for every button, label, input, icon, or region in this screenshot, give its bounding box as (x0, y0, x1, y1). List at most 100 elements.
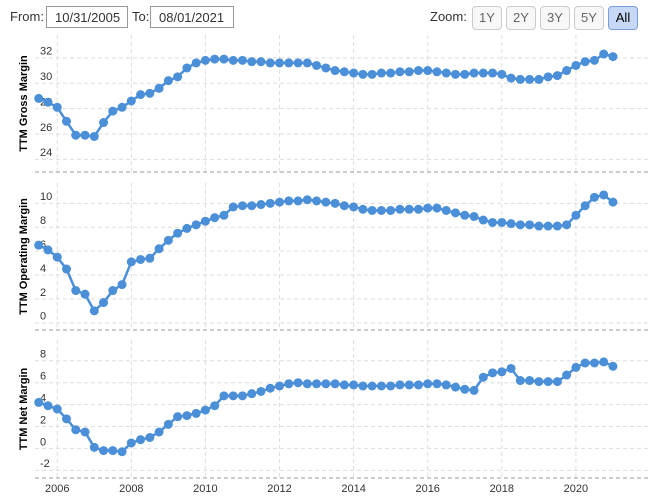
data-point (432, 67, 442, 77)
data-point (478, 215, 488, 225)
data-point (608, 197, 618, 207)
data-point (52, 404, 62, 414)
data-point (293, 196, 303, 206)
data-point (163, 76, 173, 86)
data-point (525, 376, 535, 386)
data-point (256, 200, 266, 210)
zoom-button[interactable]: 1Y (472, 6, 502, 30)
zoom-button[interactable]: 2Y (506, 6, 536, 30)
data-point (237, 55, 247, 65)
zoom-button[interactable]: 5Y (574, 6, 604, 30)
data-point (386, 68, 396, 78)
data-point (488, 217, 498, 227)
data-point (460, 210, 470, 220)
data-point (515, 74, 525, 84)
y-axis-title: TTM Net Margin (18, 367, 30, 450)
data-point (80, 289, 90, 299)
data-point (599, 190, 609, 200)
data-point (237, 201, 247, 211)
data-point (367, 69, 377, 79)
data-point (71, 286, 81, 296)
data-point (302, 379, 312, 389)
data-point (497, 367, 507, 377)
to-input[interactable]: 08/01/2021 (150, 6, 234, 28)
data-point (89, 442, 99, 452)
data-point (136, 435, 146, 445)
data-point (423, 203, 433, 213)
y-axis-title: TTM Operating Margin (18, 198, 30, 315)
data-point (302, 58, 312, 68)
data-point (376, 205, 386, 215)
data-point (543, 221, 553, 231)
data-point (367, 381, 377, 391)
data-point (173, 412, 183, 422)
y-tick-label: 0 (40, 311, 46, 323)
data-point (478, 372, 488, 382)
zoom-button[interactable]: All (608, 6, 638, 30)
data-point (52, 102, 62, 112)
data-point (432, 379, 442, 389)
data-point (163, 419, 173, 429)
data-point (589, 192, 599, 202)
data-point (413, 66, 423, 76)
y-tick-label: 2 (40, 287, 46, 299)
data-point (497, 69, 507, 79)
data-point (61, 116, 71, 126)
data-point (163, 235, 173, 245)
y-tick-label: 8 (40, 349, 46, 361)
data-point (34, 397, 44, 407)
data-point (256, 57, 266, 67)
data-point (200, 55, 210, 65)
data-point (599, 49, 609, 59)
data-point (358, 381, 368, 391)
data-point (108, 286, 118, 296)
data-point (247, 201, 257, 211)
data-point (293, 378, 303, 388)
data-point (386, 381, 396, 391)
data-point (210, 213, 220, 223)
data-point (423, 66, 433, 76)
data-point (339, 67, 349, 77)
data-point (71, 130, 81, 140)
data-point (117, 102, 127, 112)
data-point (404, 204, 414, 214)
data-point (219, 391, 229, 401)
x-tick-label: 2010 (193, 483, 217, 495)
data-point (562, 370, 572, 380)
data-point (154, 244, 164, 254)
data-point (312, 196, 322, 206)
data-point (441, 205, 451, 215)
data-point (312, 379, 322, 389)
data-point (506, 219, 516, 229)
data-point (256, 386, 266, 396)
data-point (275, 58, 285, 68)
data-point (404, 380, 414, 390)
data-point (358, 69, 368, 79)
data-point (580, 358, 590, 368)
from-label: From: (10, 9, 44, 24)
y-tick-label: 8 (40, 215, 46, 227)
data-point (515, 376, 525, 386)
from-input[interactable]: 10/31/2005 (46, 6, 128, 28)
y-tick-label: 26 (40, 122, 52, 134)
data-point (182, 223, 192, 233)
data-point (358, 204, 368, 214)
x-tick-label: 2008 (119, 483, 143, 495)
x-tick-label: 2012 (267, 483, 291, 495)
data-point (580, 57, 590, 67)
data-point (275, 197, 285, 207)
data-point (126, 257, 136, 267)
y-tick-label: -2 (40, 458, 50, 470)
data-point (450, 69, 460, 79)
data-point (219, 54, 229, 64)
x-tick-label: 2020 (564, 483, 588, 495)
y-tick-label: 2 (40, 414, 46, 426)
data-point (321, 63, 331, 73)
data-point (330, 198, 340, 208)
data-point (145, 88, 155, 98)
zoom-button[interactable]: 3Y (540, 6, 570, 30)
data-point (534, 74, 544, 84)
data-point (525, 220, 535, 230)
data-point (321, 197, 331, 207)
y-tick-label: 30 (40, 71, 52, 83)
